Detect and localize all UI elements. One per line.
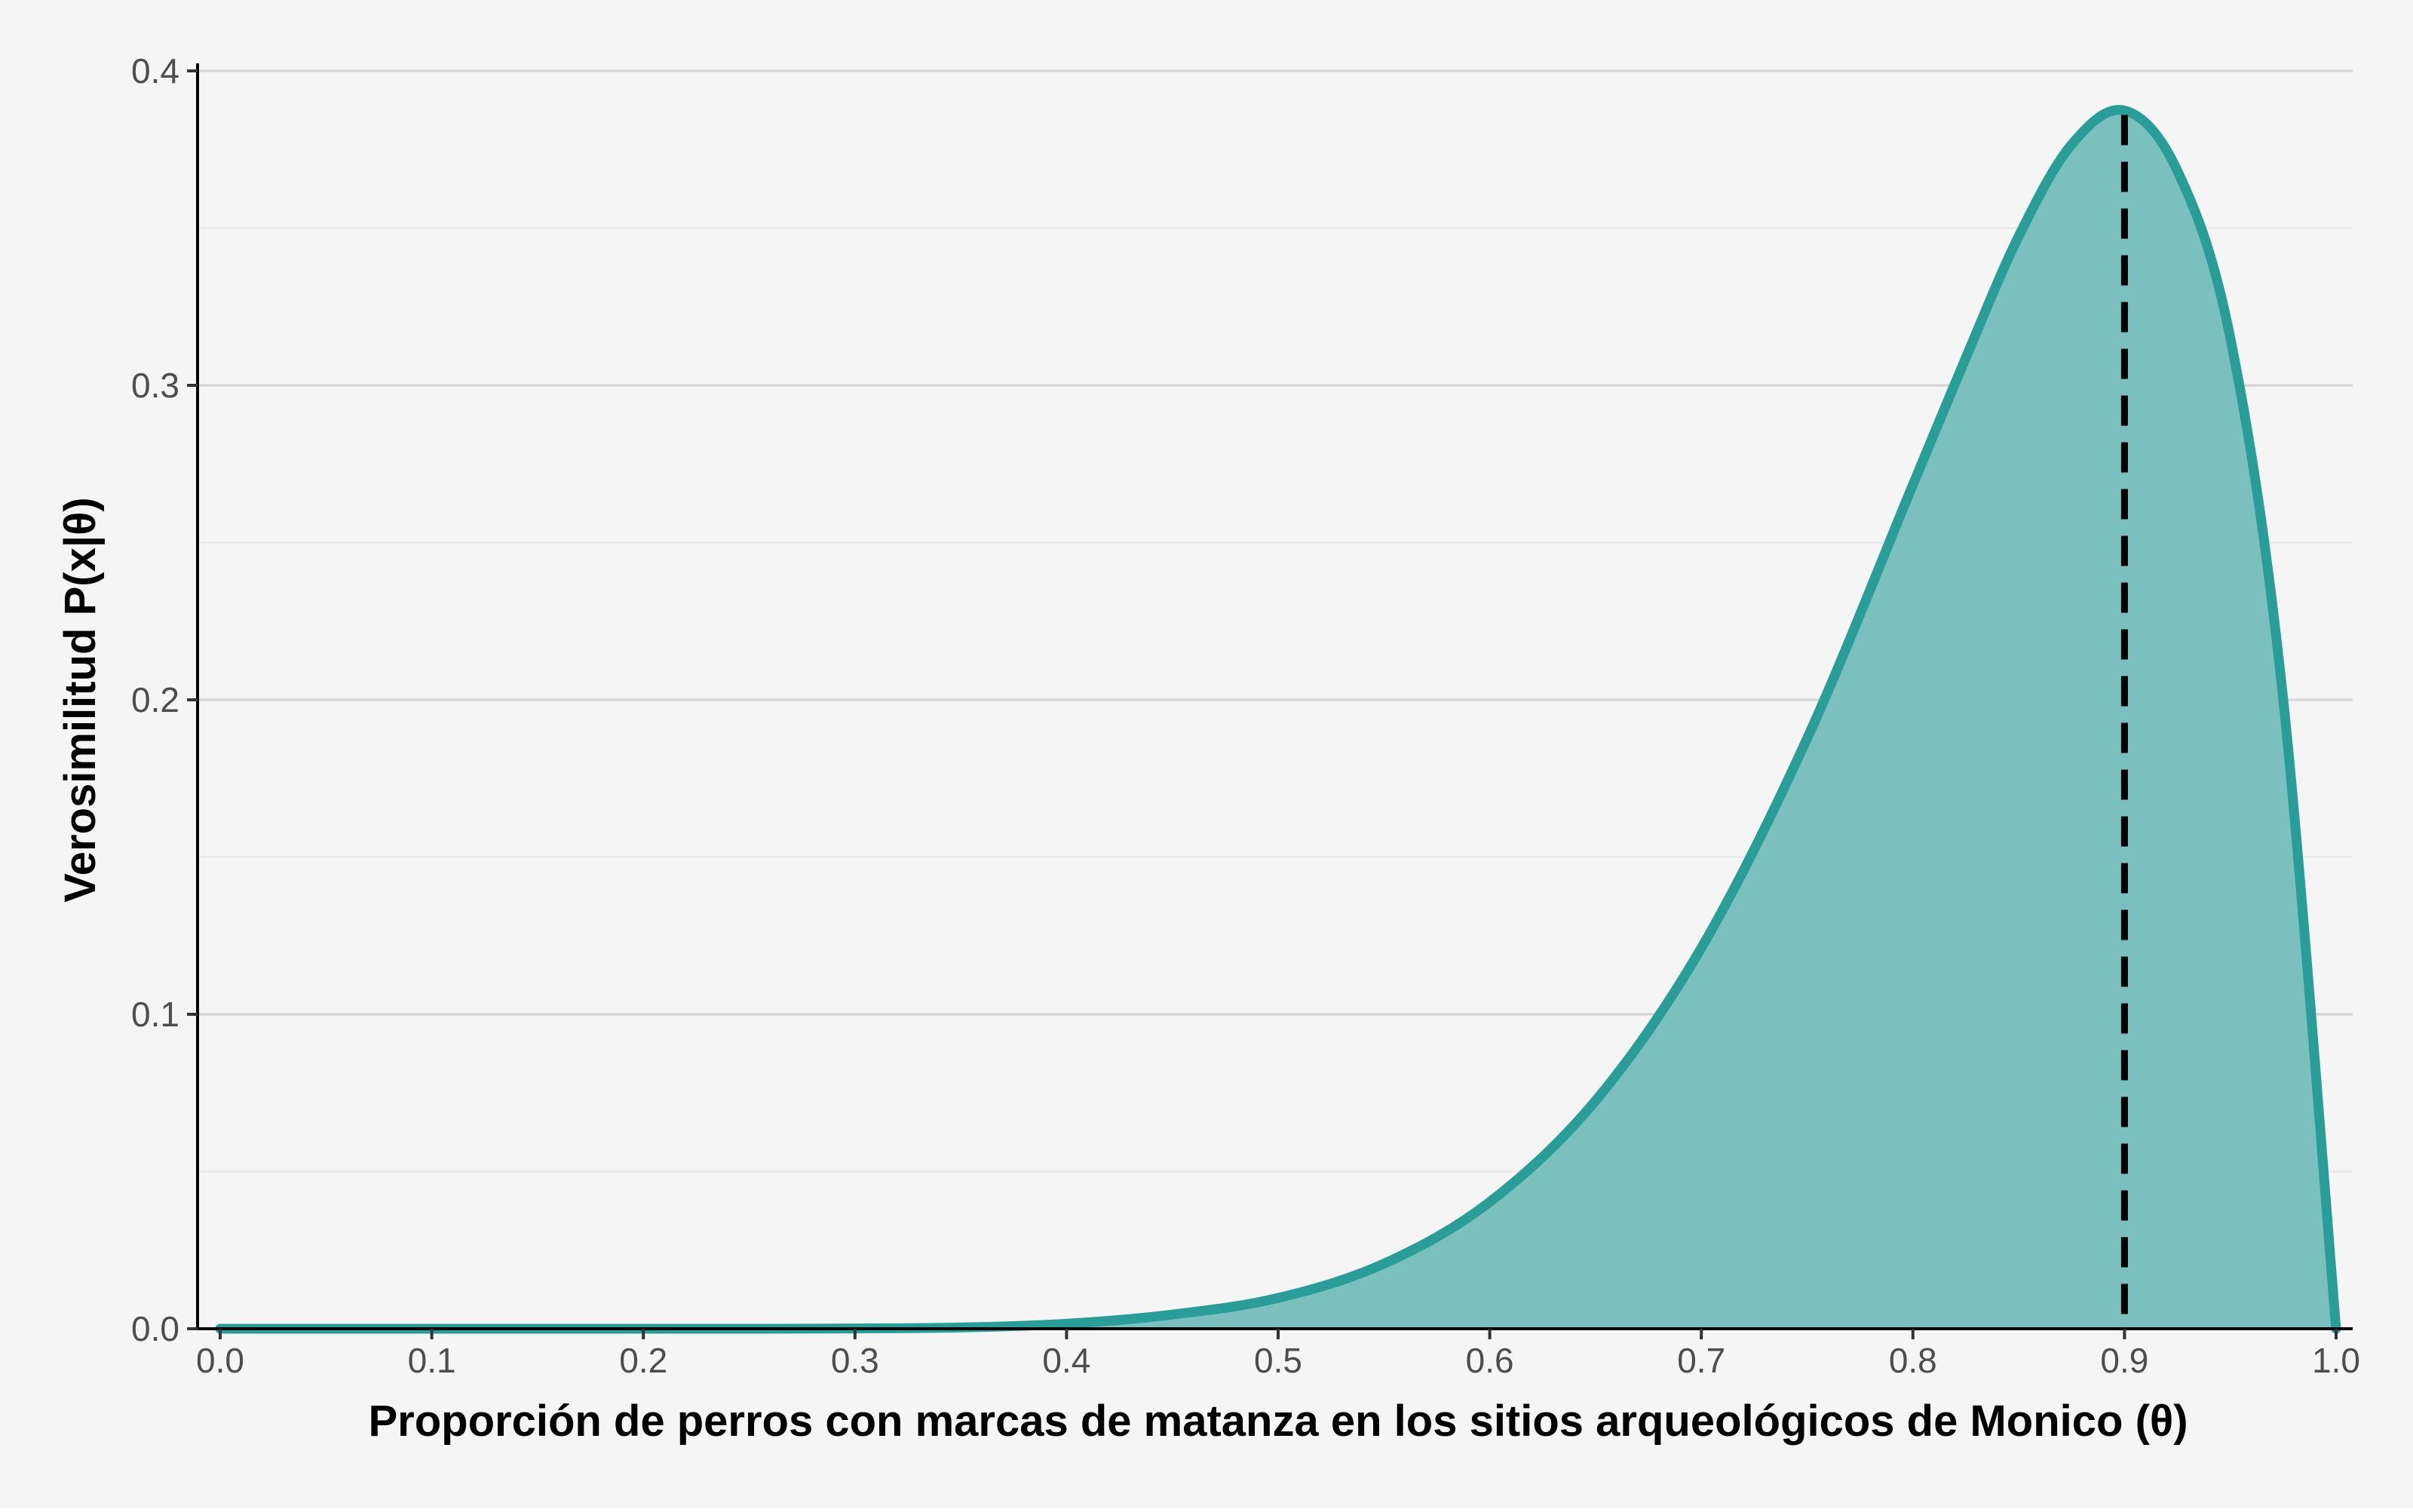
x-tick-label: 0.7 xyxy=(1677,1341,1725,1380)
y-tick-label: 0.4 xyxy=(131,51,179,90)
y-tick-label: 0.1 xyxy=(131,995,179,1034)
x-tick-label: 0.5 xyxy=(1254,1341,1302,1380)
x-tick-label: 0.4 xyxy=(1042,1341,1090,1380)
x-tick-label: 0.0 xyxy=(196,1341,244,1380)
y-axis-title: Verosimilitud P(x|θ) xyxy=(56,497,105,902)
axes xyxy=(196,63,2353,1330)
x-ticks: 0.0 0.1 0.2 0.3 0.4 0.5 0.6 0.7 0.8 0.9 1.0 xyxy=(196,1329,2360,1380)
x-axis-title: Proporción de perros con marcas de matan… xyxy=(368,1397,2188,1446)
x-tick-label: 0.8 xyxy=(1889,1341,1937,1380)
x-tick-label: 0.9 xyxy=(2100,1341,2148,1380)
y-tick-label: 0.2 xyxy=(131,680,179,719)
y-tick-label: 0.0 xyxy=(131,1309,179,1348)
likelihood-area xyxy=(220,109,2336,1330)
x-tick-label: 0.3 xyxy=(831,1341,879,1380)
y-ticks: 0.0 0.1 0.2 0.3 0.4 xyxy=(131,51,198,1348)
y-tick-label: 0.3 xyxy=(131,366,179,405)
x-tick-label: 0.1 xyxy=(408,1341,456,1380)
x-tick-label: 0.2 xyxy=(619,1341,667,1380)
x-tick-label: 0.6 xyxy=(1466,1341,1514,1380)
x-tick-label: 1.0 xyxy=(2312,1341,2360,1380)
